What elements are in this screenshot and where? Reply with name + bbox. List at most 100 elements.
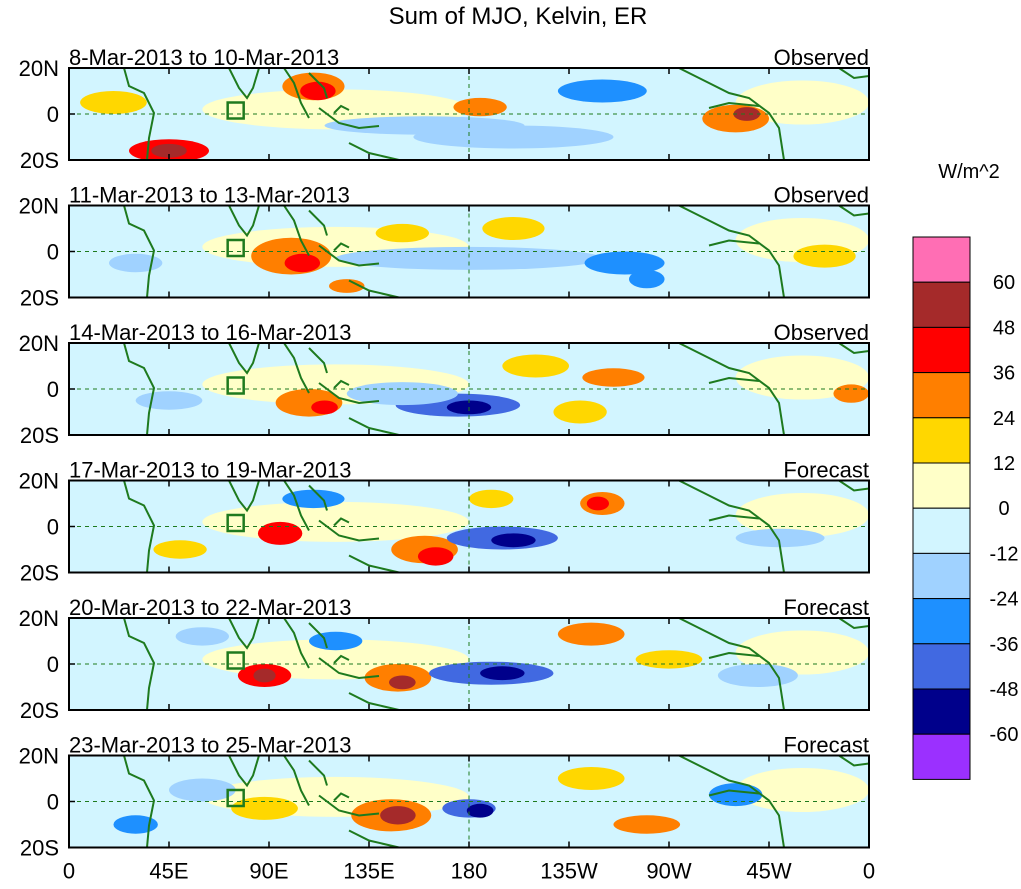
lat-tick-label: 20S bbox=[20, 836, 59, 861]
coastline bbox=[333, 379, 350, 389]
lat-tick-label: 0 bbox=[47, 515, 59, 540]
anomaly-blob bbox=[380, 806, 416, 825]
coastline bbox=[308, 72, 328, 99]
coastline bbox=[283, 755, 310, 806]
panel-status: Forecast bbox=[783, 733, 869, 758]
panel-date-range: 14-Mar-2013 to 16-Mar-2013 bbox=[69, 320, 351, 345]
anomaly-blob bbox=[733, 107, 761, 121]
region-box bbox=[226, 651, 245, 670]
coastline bbox=[333, 654, 350, 664]
anomaly-blob bbox=[309, 631, 363, 651]
lat-tick-label: 20N bbox=[19, 194, 59, 219]
coastline bbox=[318, 657, 380, 680]
colorbar-box bbox=[912, 281, 971, 328]
panel-date-range: 17-Mar-2013 to 19-Mar-2013 bbox=[69, 458, 351, 483]
coastline bbox=[333, 104, 350, 114]
coastline bbox=[708, 239, 760, 247]
anomaly-blob bbox=[469, 489, 514, 509]
anomaly-blob bbox=[793, 244, 856, 268]
lat-tick-label: 20S bbox=[20, 148, 59, 173]
map-field bbox=[69, 618, 869, 710]
lat-tick-label: 20S bbox=[20, 561, 59, 586]
lat-tick-label: 0 bbox=[47, 102, 59, 127]
colorbar-box bbox=[912, 552, 971, 600]
coastline bbox=[333, 792, 350, 802]
lat-tick-label: 20N bbox=[19, 469, 59, 494]
coastline bbox=[283, 480, 310, 531]
lat-tick-label: 20S bbox=[20, 286, 59, 311]
map-panel: 11-Mar-2013 to 13-Mar-2013 Observed 20N 0 20… bbox=[19, 183, 870, 311]
panel-date-range: 11-Mar-2013 to 13-Mar-2013 bbox=[69, 183, 350, 208]
anomaly-blob bbox=[629, 269, 665, 289]
coastline bbox=[838, 205, 869, 217]
anomaly-blob bbox=[502, 354, 569, 378]
anomaly-blob bbox=[466, 803, 494, 818]
coastline bbox=[308, 347, 328, 374]
anomaly-blob bbox=[311, 400, 338, 415]
figure-title: Sum of MJO, Kelvin, ER bbox=[389, 3, 648, 30]
coastline bbox=[318, 107, 380, 130]
longitude-axis: 0 45E 90E 135E 180 135W 90W 45W 0 bbox=[63, 859, 875, 884]
colorbar-box bbox=[912, 507, 971, 554]
coastline bbox=[838, 480, 869, 492]
anomaly-blob bbox=[557, 79, 647, 103]
coastline bbox=[318, 382, 380, 405]
coastline bbox=[678, 68, 785, 160]
colorbar-tick-label: 0 bbox=[998, 498, 1009, 520]
map-field bbox=[69, 480, 869, 573]
anomaly-blob bbox=[80, 91, 147, 114]
panel-status: Observed bbox=[774, 183, 869, 208]
lon-tick-label: 135E bbox=[343, 859, 394, 884]
panel-status: Observed bbox=[774, 45, 869, 70]
coastline bbox=[123, 68, 156, 160]
coastline bbox=[838, 618, 869, 630]
coastline bbox=[333, 242, 350, 252]
anomaly-blob bbox=[833, 384, 869, 403]
anomaly-blob bbox=[169, 778, 236, 802]
colorbar-tick-label: 36 bbox=[993, 363, 1015, 385]
lat-tick-label: 20N bbox=[19, 331, 59, 356]
anomaly-blob bbox=[109, 253, 163, 273]
coastline bbox=[283, 343, 310, 394]
colorbar-box bbox=[912, 688, 971, 735]
coastline bbox=[838, 68, 869, 80]
lon-tick-label: 135W bbox=[540, 859, 598, 884]
coastline bbox=[283, 205, 310, 256]
coastline bbox=[838, 755, 869, 767]
coastline bbox=[308, 209, 328, 236]
colorbar-tick-label: 24 bbox=[993, 408, 1015, 430]
anomaly-blob bbox=[282, 489, 345, 509]
map-field bbox=[69, 205, 869, 298]
region-box bbox=[226, 238, 245, 258]
lat-tick-label: 0 bbox=[47, 790, 59, 815]
anomaly-blob bbox=[113, 815, 158, 834]
region-box bbox=[226, 376, 245, 395]
lon-tick-label: 45E bbox=[149, 859, 188, 884]
coastline bbox=[318, 519, 380, 542]
colorbar-tick-label: 60 bbox=[993, 272, 1015, 294]
anomaly-blob bbox=[584, 251, 665, 275]
coastline bbox=[283, 68, 310, 119]
coastline bbox=[123, 343, 156, 435]
lon-tick-label: 45W bbox=[746, 859, 791, 884]
coastline bbox=[228, 618, 260, 650]
coastline bbox=[308, 484, 328, 511]
anomaly-blob bbox=[709, 783, 763, 807]
coastline bbox=[308, 759, 328, 786]
anomaly-blob bbox=[324, 116, 525, 135]
anomaly-blob bbox=[735, 528, 825, 548]
anomaly-blob bbox=[717, 664, 798, 687]
coastline bbox=[228, 68, 260, 100]
anomaly-blob bbox=[553, 400, 607, 424]
coastline bbox=[678, 755, 785, 848]
colorbar-box bbox=[912, 372, 971, 419]
map-panel: 23-Mar-2013 to 25-Mar-2013 Forecast 20N 0 20… bbox=[19, 733, 870, 861]
coastline bbox=[708, 789, 760, 797]
region-box bbox=[226, 101, 245, 120]
anomaly-blob bbox=[151, 143, 187, 158]
anomaly-blob bbox=[613, 815, 681, 834]
coastline bbox=[708, 376, 760, 384]
anomaly-blob bbox=[613, 114, 703, 137]
panel-status: Observed bbox=[774, 320, 869, 345]
anomaly-blob bbox=[482, 217, 545, 240]
